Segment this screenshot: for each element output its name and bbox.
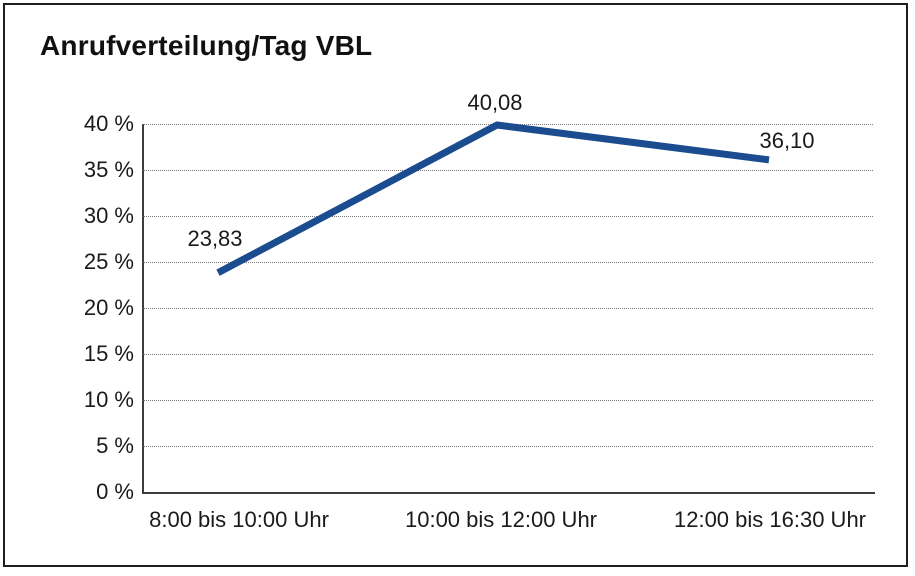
y-tick-label: 10 % [83, 387, 134, 412]
y-tick-label: 20 % [83, 295, 134, 320]
data-point-label: 40,08 [467, 90, 523, 115]
gridline [142, 170, 873, 171]
x-category-label: 12:00 bis 16:30 Uhr [673, 507, 867, 532]
y-tick-label: 30 % [83, 203, 134, 228]
data-line-svg [216, 121, 770, 276]
data-line [216, 121, 770, 276]
plot-area [142, 124, 875, 494]
chart-title: Anrufverteilung/Tag VBL [40, 30, 373, 61]
gridline [142, 400, 873, 401]
gridline [142, 446, 873, 447]
gridline [142, 308, 873, 309]
data-point-label: 36,10 [759, 127, 815, 153]
y-tick-label: 25 % [83, 249, 134, 274]
y-tick-label: 40 % [83, 111, 134, 136]
y-tick-label: 15 % [83, 341, 134, 366]
y-tick-label: 5 % [96, 433, 134, 458]
x-category-label: 10:00 bis 12:00 Uhr [404, 507, 598, 532]
gridline [142, 354, 873, 355]
y-tick-label: 0 % [96, 479, 134, 504]
gridline [142, 262, 873, 263]
data-point-label: 23,83 [187, 225, 243, 251]
gridline [142, 216, 873, 217]
x-category-label: 8:00 bis 10:00 Uhr [149, 507, 329, 532]
y-tick-label: 35 % [83, 157, 134, 182]
chart-outer-frame [3, 3, 908, 567]
